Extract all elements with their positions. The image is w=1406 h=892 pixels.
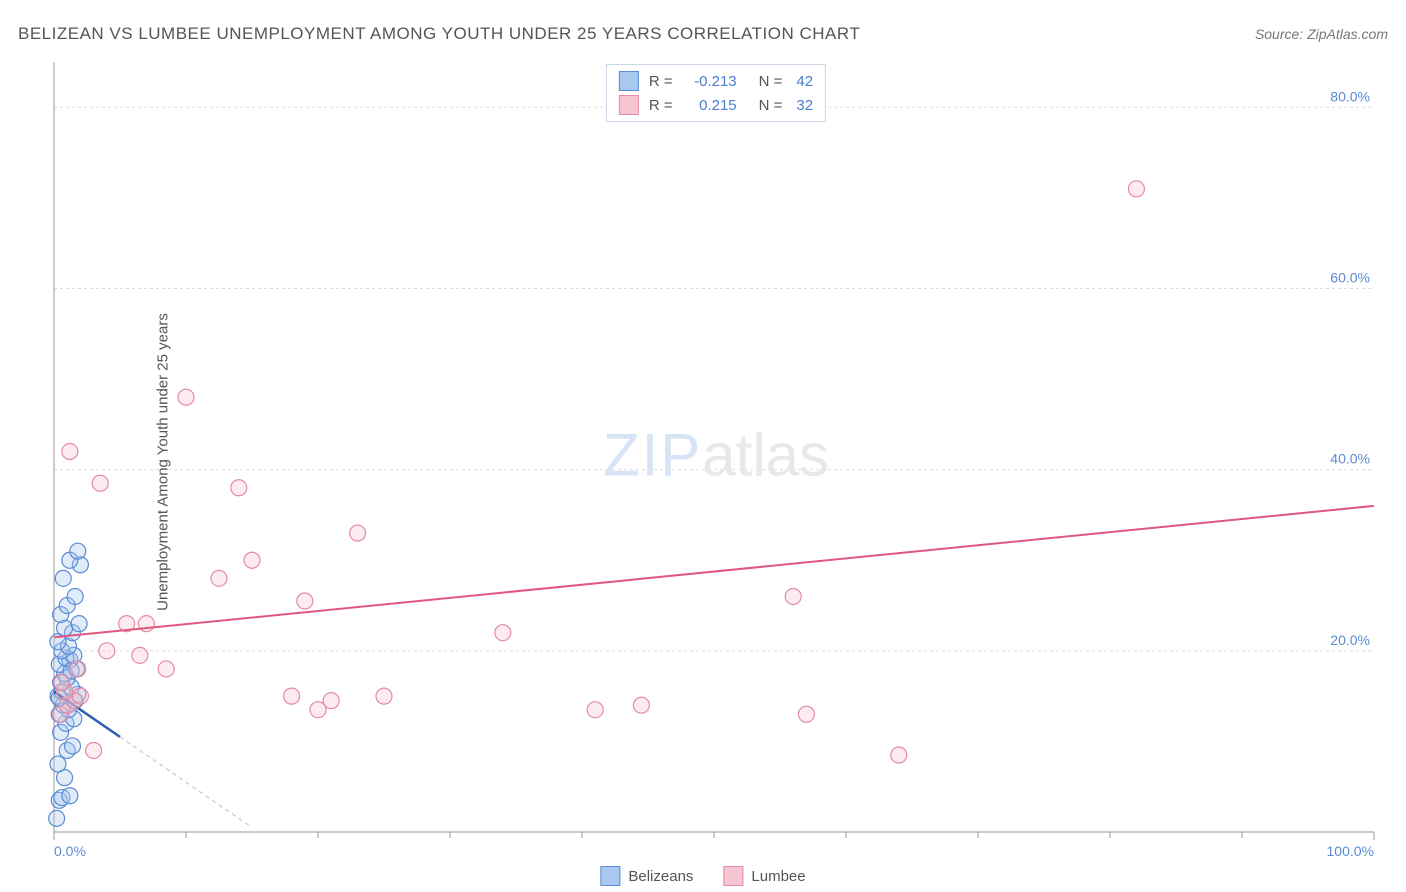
r-value: 0.215 xyxy=(687,97,737,114)
legend-swatch xyxy=(619,95,639,115)
n-value: 32 xyxy=(796,97,813,114)
n-value: 42 xyxy=(796,73,813,90)
y-axis-label: Unemployment Among Youth under 25 years xyxy=(154,313,171,611)
legend-swatch xyxy=(600,866,620,886)
r-value: -0.213 xyxy=(687,73,737,90)
series-legend-item: Lumbee xyxy=(723,866,805,886)
legend-row: R = 0.215 N = 32 xyxy=(619,93,813,117)
series-legend-item: Belizeans xyxy=(600,866,693,886)
source-label: Source: ZipAtlas.com xyxy=(1255,26,1388,42)
legend-label: Belizeans xyxy=(628,868,693,885)
correlation-legend: R = -0.213 N = 42 R = 0.215 N = 32 xyxy=(606,64,826,122)
r-label: R = xyxy=(649,73,673,90)
chart-container: Unemployment Among Youth under 25 years … xyxy=(44,62,1388,862)
n-label: N = xyxy=(759,97,783,114)
svg-text:40.0%: 40.0% xyxy=(1330,451,1370,467)
svg-text:20.0%: 20.0% xyxy=(1330,632,1370,648)
series-legend: Belizeans Lumbee xyxy=(600,866,805,886)
svg-text:80.0%: 80.0% xyxy=(1330,88,1370,104)
scatter-chart: 0.0% 100.0% 20.0% 40.0% 60.0% 80.0% xyxy=(44,62,1384,862)
legend-swatch xyxy=(723,866,743,886)
r-label: R = xyxy=(649,97,673,114)
n-label: N = xyxy=(759,73,783,90)
legend-label: Lumbee xyxy=(751,868,805,885)
legend-row: R = -0.213 N = 42 xyxy=(619,69,813,93)
legend-swatch xyxy=(619,71,639,91)
svg-text:60.0%: 60.0% xyxy=(1330,269,1370,285)
svg-text:0.0%: 0.0% xyxy=(54,843,86,859)
chart-title: BELIZEAN VS LUMBEE UNEMPLOYMENT AMONG YO… xyxy=(18,24,860,44)
header: BELIZEAN VS LUMBEE UNEMPLOYMENT AMONG YO… xyxy=(18,24,1388,44)
svg-text:100.0%: 100.0% xyxy=(1327,843,1374,859)
